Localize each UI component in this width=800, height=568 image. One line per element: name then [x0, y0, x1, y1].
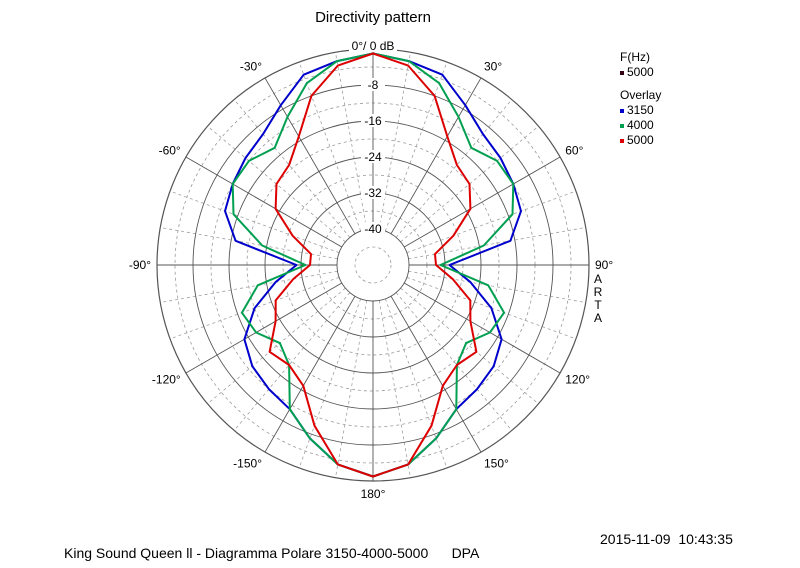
angle-tick-label: -30°: [240, 60, 262, 74]
minor-spoke: [384, 298, 448, 469]
radial-tick-bg: [361, 78, 385, 91]
major-ring: [336, 228, 410, 302]
major-spoke: [390, 77, 482, 235]
angle-tick-label: -60°: [159, 144, 181, 158]
minor-spoke: [395, 99, 513, 238]
top-angle-label: 0°/ 0 dB: [352, 39, 395, 53]
major-spoke: [185, 156, 343, 248]
top-label-bg: [349, 39, 397, 52]
legend-overlay-header: Overlay: [620, 88, 662, 102]
legend-entry: 5000: [620, 133, 661, 148]
major-spoke: [390, 295, 482, 453]
legend: F(Hz) 5000 Overlay 3150 4000 5000: [620, 50, 661, 148]
major-spoke: [264, 77, 356, 235]
angle-tick-label: 150°: [484, 456, 509, 470]
angle-tick-label: 30°: [484, 60, 502, 74]
series-layer: [224, 52, 522, 478]
legend-entry-label: 4000: [627, 118, 654, 132]
legend-header: F(Hz): [620, 50, 650, 64]
chart-title: Directivity pattern: [315, 9, 431, 26]
legend-entry-label: 5000: [627, 133, 654, 147]
minor-spoke: [400, 287, 539, 405]
footer-caption: King Sound Queen ll - Diagramma Polare 3…: [64, 545, 480, 561]
minor-spoke: [335, 300, 368, 478]
minor-spoke: [408, 227, 586, 260]
angle-tick-label: 180°: [361, 487, 386, 501]
polar-grid: [156, 48, 590, 482]
radial-tick-label: -40: [364, 222, 382, 236]
axis-labels: -8 -16 -24 -32 -40 0°/ 0 dB -150° -120° -90° -60°…: [129, 39, 613, 501]
legend-swatch: [620, 123, 624, 128]
major-spoke: [403, 156, 561, 248]
minor-spoke: [378, 300, 411, 478]
brand-letter: T: [594, 298, 602, 312]
legend-swatch: [620, 138, 624, 143]
minor-spoke: [378, 52, 411, 230]
brand-letter: R: [593, 285, 603, 299]
minor-spoke: [233, 292, 351, 431]
radial-tick-bg: [361, 186, 385, 199]
angle-tick-label: 90°: [595, 258, 613, 272]
minor-spoke: [335, 52, 368, 230]
minor-spoke: [207, 287, 346, 405]
radial-tick-bg: [361, 150, 385, 163]
major-spoke: [403, 282, 561, 374]
legend-entry: 4000: [620, 118, 661, 133]
radial-tick-label: -32: [364, 186, 382, 200]
brand-letter: A: [593, 272, 602, 286]
angle-tick-label: -90°: [129, 258, 151, 272]
minor-spoke: [298, 61, 362, 232]
legend-primary-swatch: [620, 70, 624, 75]
major-spoke: [264, 295, 356, 453]
angle-tick-label: 120°: [565, 373, 590, 387]
side-brand: A R T A: [592, 273, 604, 325]
minor-spoke: [298, 298, 362, 469]
timestamp: 2015-11-09 10:43:35: [600, 531, 733, 547]
radial-tick-bg: [361, 222, 385, 235]
radial-tick-bg: [361, 114, 385, 127]
major-spoke: [185, 282, 343, 374]
legend-primary: 5000: [620, 65, 661, 80]
minor-spoke: [395, 292, 513, 431]
minor-spoke: [384, 61, 448, 232]
brand-letter: A: [593, 311, 602, 325]
legend-swatch: [620, 108, 624, 113]
legend-entry-label: 3150: [627, 103, 654, 117]
minor-ring: [354, 246, 392, 284]
angle-tick-label: -150°: [233, 456, 262, 470]
minor-spoke: [169, 190, 340, 254]
minor-spoke: [160, 227, 338, 260]
radial-tick-label: -16: [364, 114, 382, 128]
series-line-5000: [268, 52, 478, 478]
angle-tick-label: 60°: [565, 144, 583, 158]
minor-spoke: [160, 270, 338, 303]
legend-entry: 3150: [620, 103, 661, 118]
radial-tick-label: -8: [368, 78, 379, 92]
legend-primary-label: 5000: [627, 65, 654, 79]
minor-spoke: [233, 99, 351, 238]
radial-tick-label: -24: [364, 150, 382, 164]
minor-spoke: [406, 190, 577, 254]
angle-tick-label: -120°: [152, 373, 181, 387]
minor-spoke: [408, 270, 586, 303]
